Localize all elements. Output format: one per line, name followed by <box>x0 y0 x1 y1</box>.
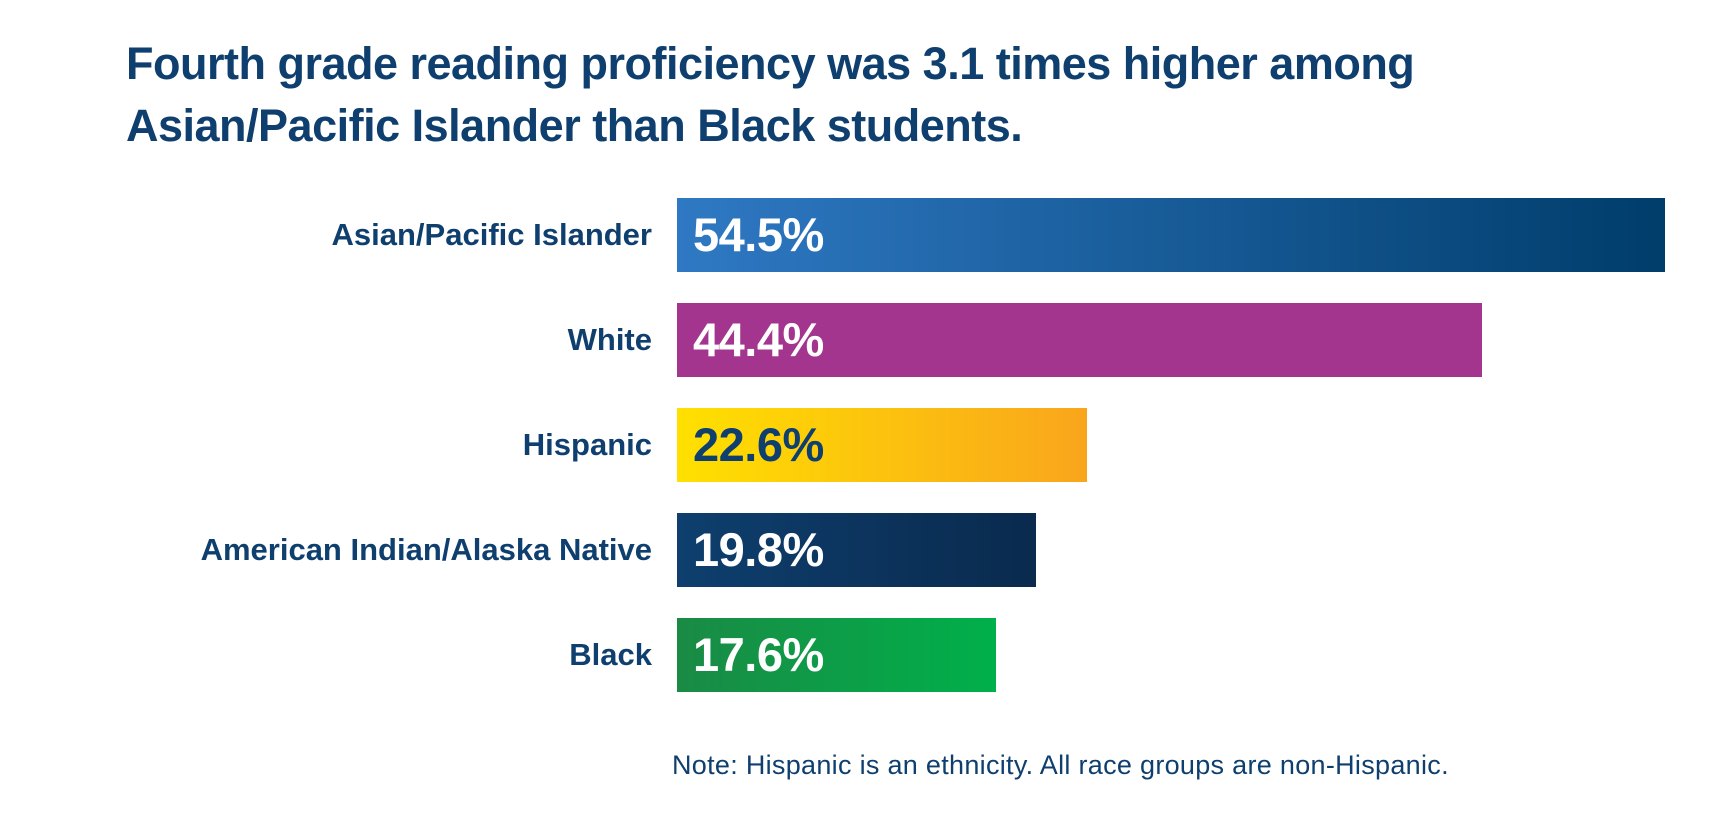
category-label-hispanic: Hispanic <box>522 427 652 462</box>
chart-title: Fourth grade reading proficiency was 3.1… <box>126 38 1415 151</box>
bar-asian-pacific-islander <box>677 198 1665 272</box>
chart-note: Note: Hispanic is an ethnicity. All race… <box>672 750 1449 780</box>
category-label-white: White <box>567 322 652 357</box>
category-label-american-indian-alaska-native: American Indian/Alaska Native <box>200 532 652 567</box>
data-label-hispanic: 22.6% <box>693 418 824 471</box>
data-label-asian-pacific-islander: 54.5% <box>693 208 824 261</box>
bar-white <box>677 303 1482 377</box>
data-label-white: 44.4% <box>693 313 824 366</box>
data-label-black: 17.6% <box>693 628 824 681</box>
bar-hispanic <box>677 408 1087 482</box>
bar-american-indian-alaska-native <box>677 513 1036 587</box>
data-label-american-indian-alaska-native: 19.8% <box>693 523 824 576</box>
category-label-black: Black <box>569 637 652 672</box>
bar-black <box>677 618 996 692</box>
category-label-asian-pacific-islander: Asian/Pacific Islander <box>331 217 652 252</box>
